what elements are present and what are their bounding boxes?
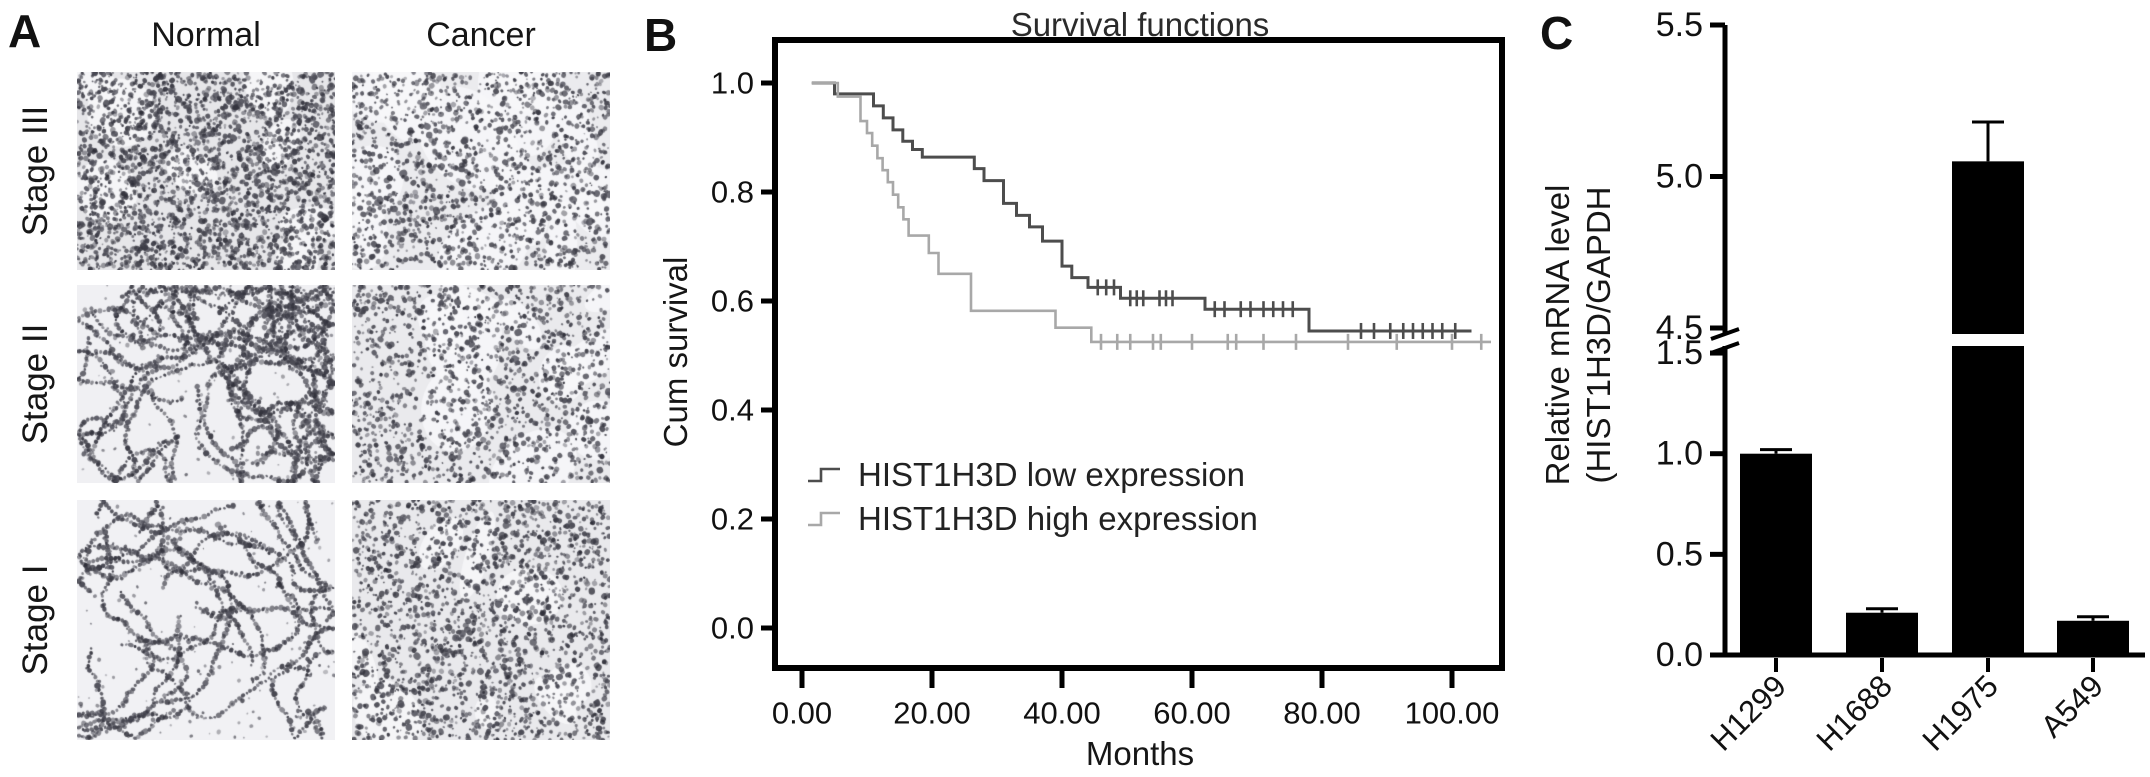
category-label-h1688: H1688	[1810, 668, 1899, 757]
km-curve-high-expression	[811, 81, 1491, 344]
step-line-icon	[808, 511, 840, 527]
row-label-stage-i: Stage I	[16, 564, 55, 676]
category-label-h1299: H1299	[1704, 668, 1793, 757]
legend-label-low: HIST1H3D low expression	[858, 456, 1245, 493]
histology-image-stage-iii-cancer	[352, 72, 610, 270]
y-tick-label: 0.2	[711, 502, 754, 537]
legend-item-low-expression: HIST1H3D low expression	[806, 453, 1258, 497]
row-label-stage-ii: Stage II	[16, 323, 55, 445]
legend-item-high-expression: HIST1H3D high expression	[806, 497, 1258, 541]
bar-h1688	[1846, 612, 1918, 655]
survival-plot-x-axis-title: Months	[1085, 735, 1195, 772]
y-tick-label: 1.0	[711, 66, 754, 101]
histology-image-stage-i-normal	[77, 500, 335, 740]
km-curve-low-expression	[811, 81, 1472, 333]
y-tick-label: 0.4	[711, 393, 754, 428]
legend-label-high: HIST1H3D high expression	[858, 500, 1258, 537]
x-tick-label: 100.00	[1405, 696, 1500, 731]
y-tick-label: 1.5	[1656, 334, 1703, 372]
axis-break-slash	[1710, 327, 1740, 341]
x-tick-label: 0.00	[772, 696, 832, 731]
y-tick-label: 0.6	[711, 284, 754, 319]
x-tick-label: 80.00	[1283, 696, 1361, 731]
y-tick-label: 5.5	[1656, 6, 1703, 44]
panel-a-label: A	[8, 5, 42, 57]
histology-image-stage-ii-normal	[77, 285, 335, 483]
bar-h1975-upper	[1952, 161, 2024, 334]
y-tick-label: 4.5	[1656, 309, 1703, 347]
y-tick-label: 0.0	[711, 611, 754, 646]
survival-plot-legend: HIST1H3D low expression HIST1H3D high ex…	[806, 453, 1258, 541]
histology-image-stage-iii-normal	[77, 72, 335, 270]
y-tick-label: 0.5	[1656, 535, 1703, 573]
y-tick-label: 1.0	[1656, 435, 1703, 473]
y-tick-label: 0.8	[711, 175, 754, 210]
histology-image-stage-i-cancer	[352, 500, 610, 740]
panel-b-label: B	[644, 9, 678, 61]
x-tick-label: 60.00	[1153, 696, 1231, 731]
column-header-normal: Normal	[151, 16, 261, 54]
x-tick-label: 40.00	[1023, 696, 1101, 731]
row-label-stage-iii: Stage III	[16, 105, 55, 237]
category-label-h1975: H1975	[1916, 668, 2005, 757]
column-header-cancer: Cancer	[426, 16, 536, 54]
y-tick-label: 0.0	[1656, 636, 1703, 674]
bar-a549	[2057, 620, 2129, 655]
mrna-bar-chart: 0.0 0.5 1.0 1.54.5 5.0 5.5 H1299 H1688 H1975 A549	[1656, 6, 2145, 758]
kaplan-meier-plot: 1.0 0.8 0.6 0.4 0.2 0.0 0.00 20.00 40.00 60.00 80.…	[711, 37, 1505, 731]
bar-h1975-lower	[1952, 346, 2024, 655]
x-tick-label: 20.00	[893, 696, 971, 731]
y-tick-label: 5.0	[1656, 158, 1703, 196]
panel-c-label: C	[1540, 7, 1574, 59]
survival-plot-title: Survival functions	[1010, 6, 1270, 43]
histology-image-stage-ii-cancer	[352, 285, 610, 483]
plot-frame	[772, 37, 1505, 671]
category-label-a549: A549	[2034, 668, 2110, 744]
step-line-icon	[808, 467, 840, 483]
bar-h1299	[1740, 453, 1812, 655]
